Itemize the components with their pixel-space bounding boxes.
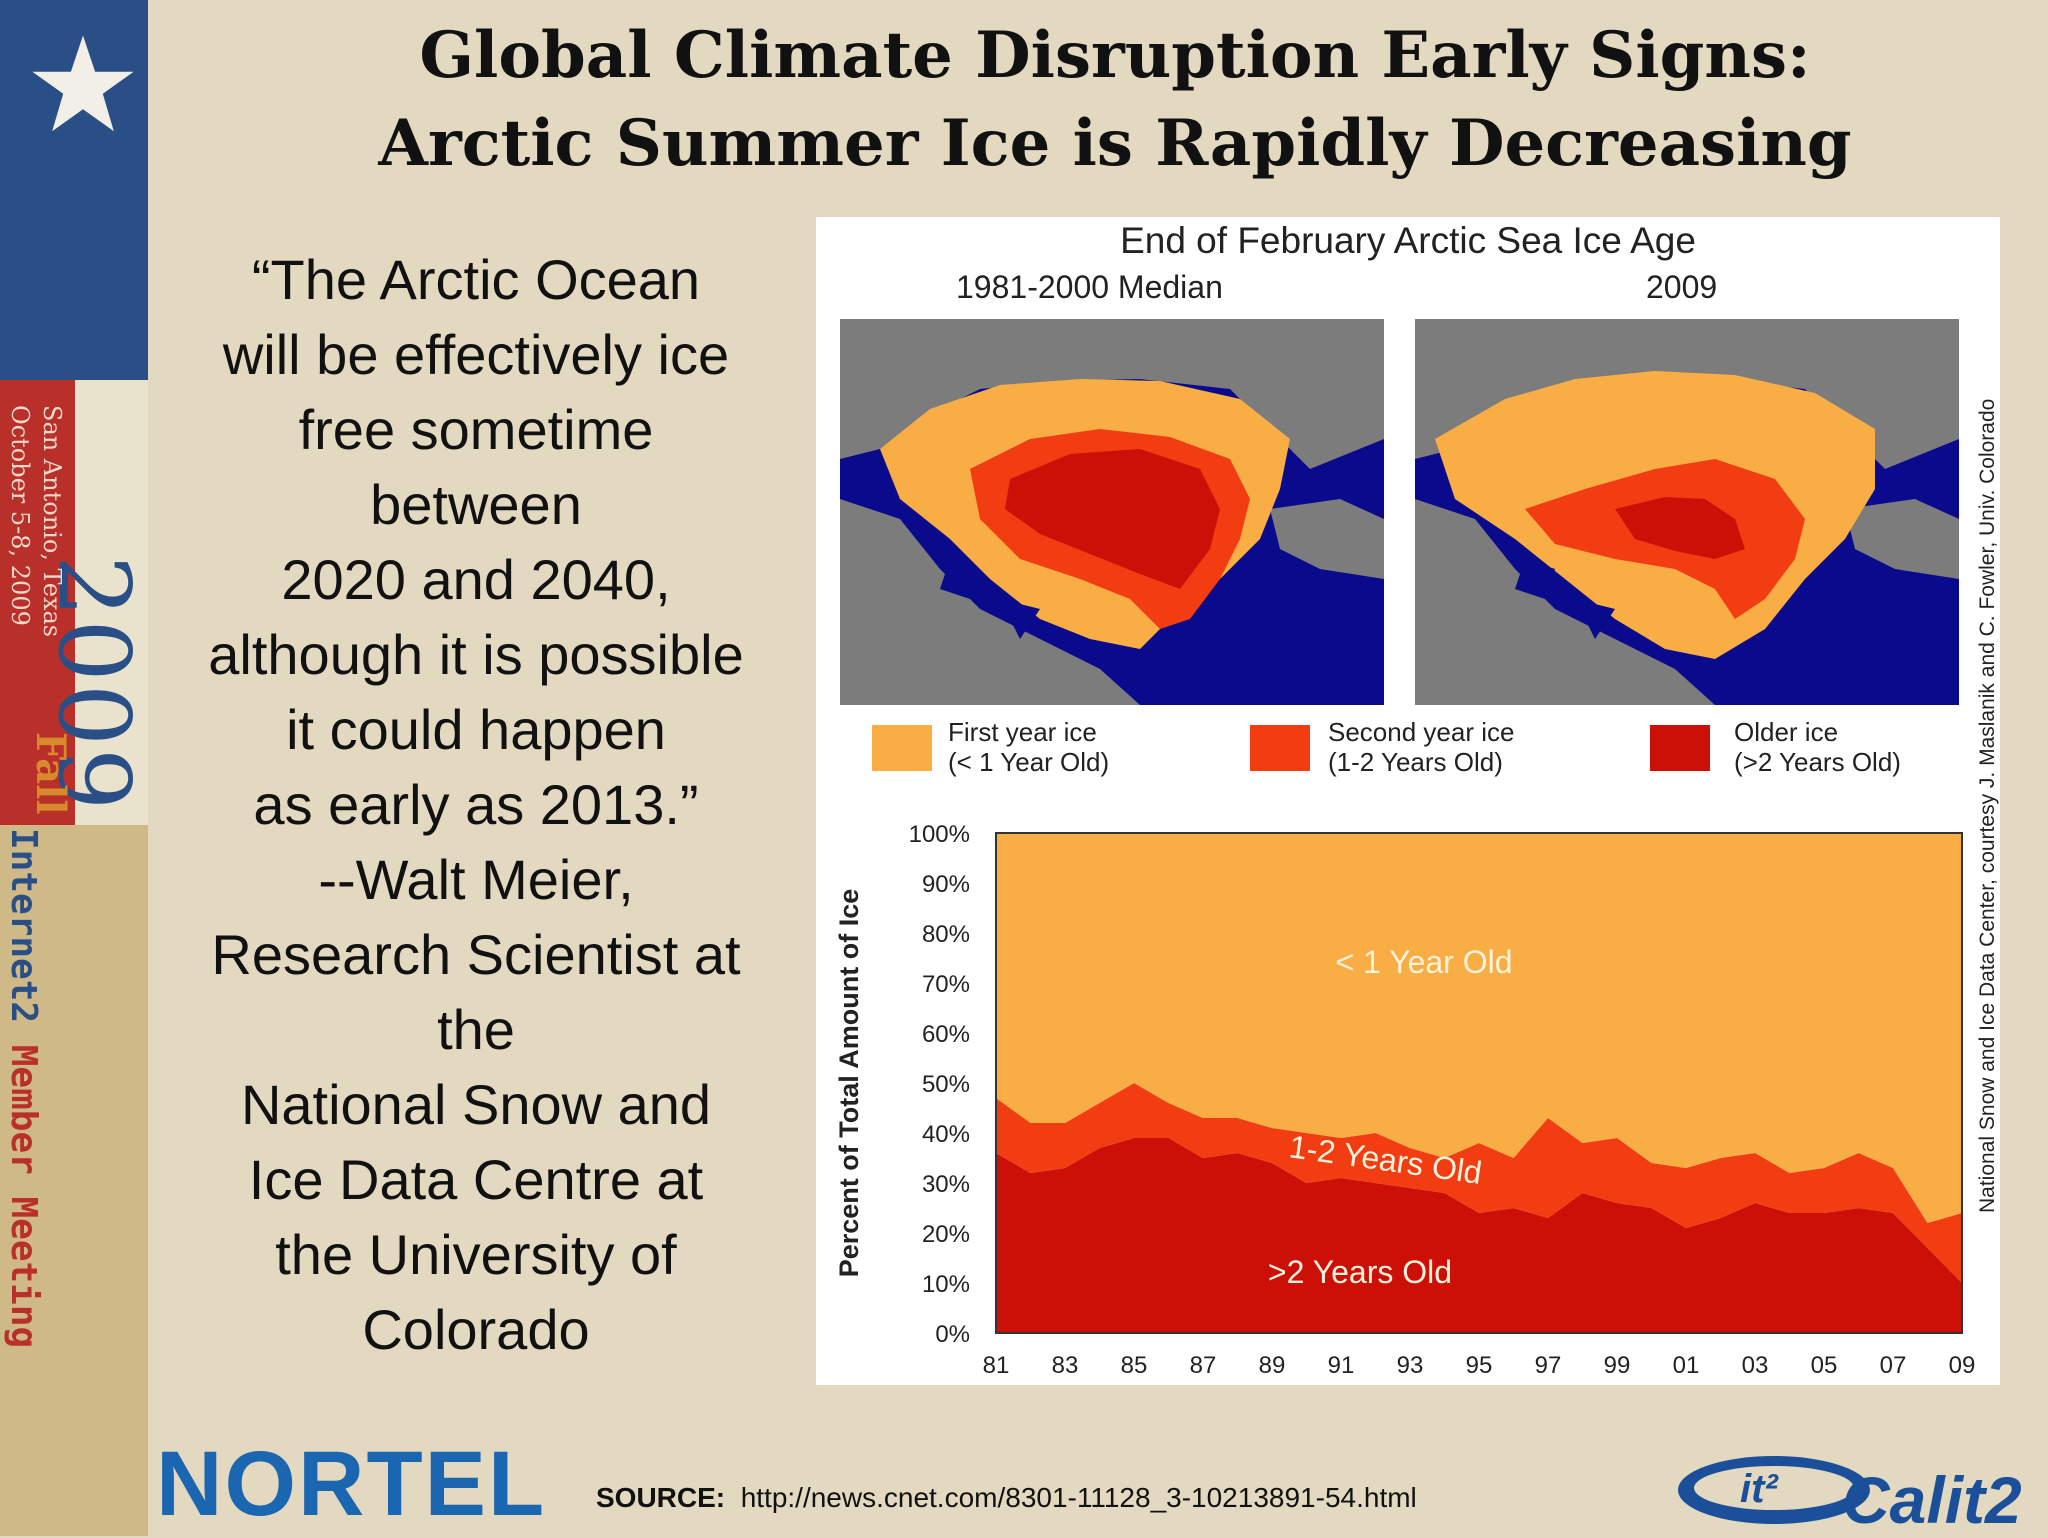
quote-line: although it is possible — [208, 623, 744, 686]
source-citation: SOURCE: http://news.cnet.com/8301-11128_… — [596, 1482, 1417, 1514]
sidebar-season: Fall — [27, 732, 74, 815]
slide-title-line1: Global Climate Disruption Early Signs: — [419, 18, 1811, 93]
legend-item-first-year: First year ice (< 1 Year Old) — [948, 717, 1109, 777]
sidebar-meeting-a: Internet2 — [3, 828, 44, 1045]
x-tick-label: 89 — [1259, 1352, 1286, 1379]
calit2-logo-text: Calit2 — [1842, 1463, 2022, 1537]
series-second-year-ice-area — [996, 1083, 1962, 1283]
quote-line: Colorado — [362, 1298, 590, 1361]
sidebar-dates: October 5-8, 2009 — [6, 405, 34, 626]
x-tick-label: 85 — [1121, 1352, 1148, 1379]
star-icon — [32, 35, 134, 132]
legend-label: First year ice — [948, 717, 1097, 747]
series-label-first-year: < 1 Year Old — [1335, 944, 1512, 980]
source-url: http://news.cnet.com/8301-11128_3-102138… — [740, 1482, 1417, 1513]
nortel-logo: NORTEL — [156, 1433, 547, 1535]
calit2-badge: it² — [1740, 1467, 1779, 1511]
map-left-caption: 1981-2000 Median — [956, 269, 1223, 305]
quote-line: --Walt Meier, — [318, 848, 634, 911]
quote-line: 2020 and 2040, — [281, 548, 671, 611]
x-tick-label: 07 — [1880, 1352, 1907, 1379]
figure-credit-text: National Snow and Ice Data Center, court… — [1976, 398, 1999, 1213]
y-tick-label: 80% — [922, 921, 970, 948]
x-tick-label: 99 — [1604, 1352, 1631, 1379]
figure-title: End of February Arctic Sea Ice Age — [1120, 220, 1696, 261]
y-tick-label: 50% — [922, 1071, 970, 1098]
legend-swatch-first-year — [872, 725, 932, 771]
map-2009 — [1415, 319, 1959, 705]
ice-age-area-chart: 0% 10% 20% 30% 40% 50% 60% 70% 80% 90% 100% 81 83 85 8… — [834, 821, 1976, 1379]
legend-sublabel: (1-2 Years Old) — [1328, 747, 1503, 777]
x-tick-label: 93 — [1397, 1352, 1424, 1379]
legend-sublabel: (< 1 Year Old) — [948, 747, 1110, 777]
quote-line: Research Scientist at — [211, 923, 741, 986]
x-tick-label: 97 — [1535, 1352, 1562, 1379]
quote-line: it could happen — [286, 698, 666, 761]
flag-tan-field — [0, 825, 148, 1536]
quote-line: National Snow and — [240, 1073, 712, 1136]
x-tick-label: 87 — [1190, 1352, 1217, 1379]
series-older-ice-area — [996, 1138, 1962, 1333]
y-tick-label: 70% — [922, 971, 970, 998]
y-tick-label: 90% — [922, 871, 970, 898]
source-label: SOURCE: — [596, 1482, 726, 1513]
y-tick-label: 10% — [922, 1271, 970, 1298]
map-right-caption: 2009 — [1646, 269, 1718, 305]
sidebar-city: San Antonio, Texas — [38, 405, 66, 638]
legend-sublabel: (>2 Years Old) — [1734, 747, 1901, 777]
y-tick-label: 40% — [922, 1121, 970, 1148]
x-tick-label: 81 — [983, 1352, 1010, 1379]
quote-line: Ice Data Centre at — [248, 1148, 704, 1211]
x-tick-label: 05 — [1811, 1352, 1838, 1379]
quote-line: free sometime — [298, 398, 654, 461]
legend-item-older: Older ice (>2 Years Old) — [1734, 717, 1901, 777]
series-label-older: >2 Years Old — [1268, 1254, 1452, 1290]
x-tick-label: 95 — [1466, 1352, 1493, 1379]
legend-item-second-year: Second year ice (1-2 Years Old) — [1328, 717, 1514, 777]
x-tick-label: 83 — [1052, 1352, 1079, 1379]
y-tick-label: 20% — [922, 1221, 970, 1248]
slide-title-line2: Arctic Summer Ice is Rapidly Decreasing — [378, 106, 1852, 181]
y-tick-label: 60% — [922, 1021, 970, 1048]
x-tick-label: 09 — [1949, 1352, 1976, 1379]
flag-red-stripe — [0, 380, 75, 825]
x-tick-label: 01 — [1673, 1352, 1700, 1379]
slide-title: Global Climate Disruption Early Signs: A… — [270, 12, 1960, 188]
x-tick-label: 91 — [1328, 1352, 1355, 1379]
legend-label: Older ice — [1734, 717, 1839, 747]
y-tick-label: 30% — [922, 1171, 970, 1198]
series-first-year-ice-area — [996, 833, 1962, 1223]
flag-white-stripe — [75, 380, 148, 825]
x-tick-label: 03 — [1742, 1352, 1769, 1379]
quote-line: the — [437, 998, 515, 1061]
map-1981-2000-median — [840, 319, 1384, 705]
sidebar-banner: 2009 Fall San Antonio, Texas October 5-8… — [0, 0, 150, 1536]
y-axis-label: Percent of Total Amount of Ice — [834, 889, 864, 1278]
sidebar-meeting-b: Member Meeting — [3, 1044, 44, 1349]
quote-line: as early as 2013.” — [253, 773, 699, 836]
legend-label: Second year ice — [1328, 717, 1515, 747]
y-tick-label: 100% — [909, 821, 970, 848]
y-tick-label: 0% — [935, 1321, 970, 1348]
legend-swatch-older — [1650, 725, 1710, 771]
plot-frame — [995, 832, 1963, 1334]
quote-line: “The Arctic Ocean — [251, 248, 701, 311]
calit2-logo-swoosh: it² — [1678, 1456, 1870, 1524]
quote-line: will be effectively ice — [222, 323, 730, 386]
figure-credit: National Snow and Ice Data Center, court… — [1976, 399, 2006, 1213]
legend-swatch-second-year — [1250, 725, 1310, 771]
sea-ice-figure: End of February Arctic Sea Ice Age 1981-… — [816, 217, 2000, 1385]
quote-block: “The Arctic Ocean will be effectively ice… — [158, 242, 794, 1367]
sidebar-meeting-name: Internet2 Member Meeting — [3, 828, 44, 1348]
quote-line: between — [370, 473, 582, 536]
quote-line: the University of — [275, 1223, 677, 1286]
